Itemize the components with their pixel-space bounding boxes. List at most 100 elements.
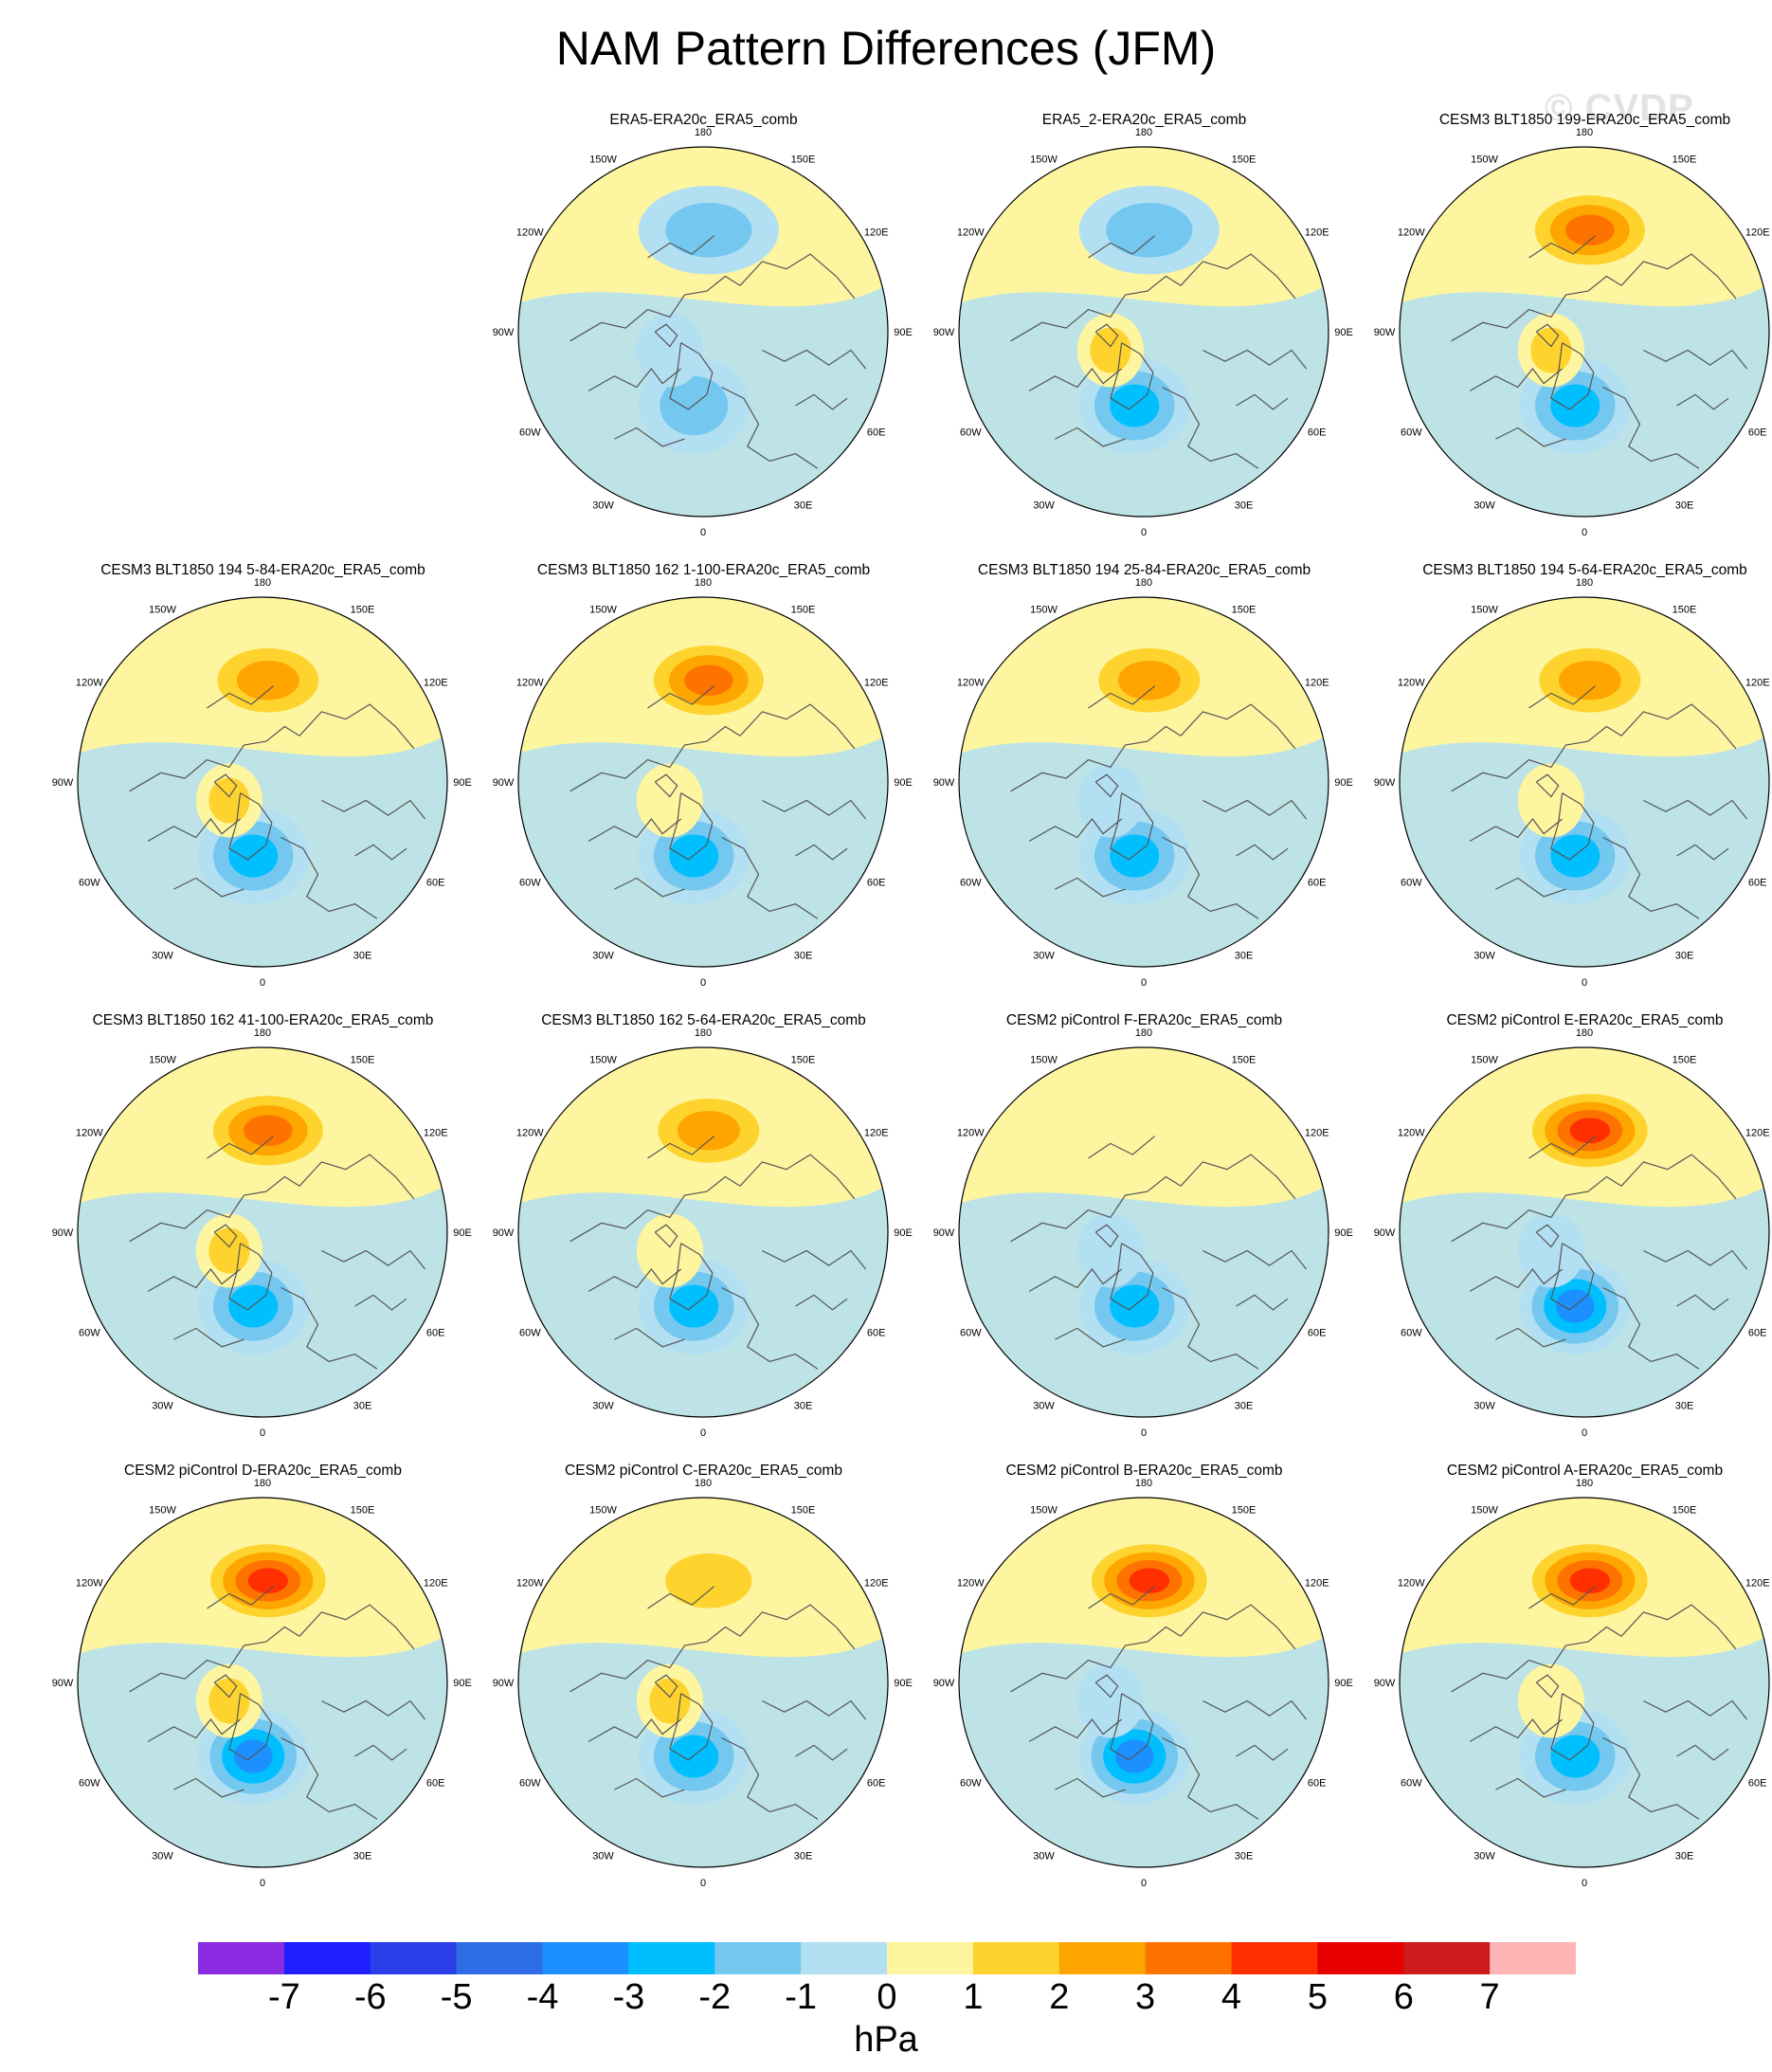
coastline [1550,1693,1595,1761]
colorbar-swatch [456,1942,544,1974]
contour-atlantic_center [228,1284,279,1328]
longitude-label: 150E [791,154,816,165]
longitude-label: 30W [1033,951,1055,962]
map-rim [958,596,1329,968]
colorbar-swatch [972,1942,1060,1974]
longitude-label: 120W [957,678,985,689]
polar-map: 180 150E 120E 90E 60E 30E 0 30W 60W 90W 120W 150W [52,577,472,989]
longitude-label: 30W [152,1401,173,1412]
longitude-label: 150W [1471,154,1498,165]
contour-arctic_center [1517,763,1584,838]
colorbar-swatch [714,1942,802,1974]
coastline [1550,1243,1595,1311]
longitude-label: 90W [1374,1678,1396,1689]
polar-map: 180 150E 120E 90E 60E 30E 0 30W 60W 90W 120W 150W [933,577,1353,989]
map-panel: CESM2 piControl A-ERA20c_ERA5_comb 180 150… [1365,1463,1772,1913]
longitude-label: 90W [52,777,74,789]
coastline [654,323,678,348]
longitude-label: 120E [1745,678,1770,689]
longitude-label: 120E [1305,1578,1329,1590]
coastline [1010,275,1182,342]
longitude-label: 60W [960,1328,982,1339]
contour-arctic_center [1517,1213,1584,1288]
longitude-label: 0 [1582,1427,1587,1439]
longitude-label: 90E [894,1227,913,1239]
coastline [669,1693,714,1761]
longitude-label: 90W [493,1227,515,1239]
coastline [654,1224,678,1248]
coastline [570,1175,741,1243]
panel-title: CESM2 piControl A-ERA20c_ERA5_comb [1446,1463,1724,1479]
longitude-label: 120W [516,1128,544,1139]
longitude-label: 30W [1033,1401,1055,1412]
longitude-label: 60E [426,878,445,889]
longitude-label: 180 [1576,1478,1593,1489]
longitude-label: 150W [1471,604,1498,615]
longitude-label: 60W [1401,1328,1422,1339]
coastline [1550,342,1595,410]
colorbar-swatch [542,1942,629,1974]
longitude-label: 150W [589,1054,617,1065]
map-rim [517,146,889,518]
longitude-label: 120E [1305,1128,1329,1139]
longitude-label: 90E [1334,1678,1353,1689]
panel-title: CESM3 BLT1850 194 5-84-ERA20c_ERA5_comb [100,562,425,578]
panel-title: CESM3 BLT1850 162 41-100-ERA20c_ERA5_com… [92,1012,434,1028]
coastline [354,1744,407,1761]
polar-map: 180 150E 120E 90E 60E 30E 0 30W 60W 90W 120W 150W [493,577,913,989]
coastline [588,818,681,842]
longitude-label: 150E [1232,604,1257,615]
contour-arctic_center [649,1678,691,1724]
coastline [1620,703,1737,750]
coastline [1528,235,1597,259]
longitude-label: 180 [695,127,712,138]
longitude-label: 30E [1235,1851,1254,1863]
coastline [739,703,856,750]
colorbar-tick: 0 [877,1977,897,2017]
coastline [298,703,415,750]
coastline [1495,877,1566,898]
longitude-label: 60E [867,427,886,439]
contour-pacific_center [1565,214,1615,246]
longitude-label: 120W [516,678,544,689]
polar-map: 180 150E 120E 90E 60E 30E 0 30W 60W 90W 120W 150W [493,127,913,538]
longitude-label: 120W [76,678,103,689]
coastline [1110,1693,1154,1761]
longitude-label: 150W [589,604,617,615]
coastline [280,1286,378,1370]
longitude-label: 150E [1673,604,1697,615]
longitude-label: 150W [1030,1054,1058,1065]
longitude-label: 90W [1374,1227,1396,1239]
panel-title: CESM2 piControl C-ERA20c_ERA5_comb [565,1463,842,1479]
coastline [654,773,678,798]
longitude-label: 0 [700,527,706,538]
coastline [1469,1718,1563,1742]
longitude-label: 0 [1141,527,1147,538]
longitude-label: 30W [152,951,173,962]
coastline [1495,1777,1566,1798]
longitude-label: 60E [426,1778,445,1790]
map-rim [77,1046,448,1418]
longitude-label: 90W [933,327,955,338]
colorbar-tick: 6 [1393,1977,1414,2017]
map-panel: CESM3 BLT1850 162 5-64-ERA20c_ERA5_comb 1… [483,1012,924,1463]
longitude-label: 120W [516,227,544,239]
coastline [1236,1294,1289,1311]
coastline [1180,253,1296,300]
longitude-label: 30E [1235,500,1254,512]
coastline [1088,1586,1156,1609]
coastline [298,1154,415,1200]
colorbar-tick: -1 [785,1977,817,2017]
longitude-label: 180 [1135,1478,1152,1489]
longitude-label: 180 [1135,127,1152,138]
longitude-label: 150W [1471,1054,1498,1065]
longitude-label: 150W [1030,604,1058,615]
coastline [721,836,819,919]
longitude-label: 120E [864,1578,889,1590]
longitude-label: 150W [1030,154,1058,165]
coastline [1535,1674,1560,1699]
contour-atlantic_center [1110,1284,1160,1328]
longitude-label: 90W [493,1678,515,1689]
longitude-label: 30E [1675,1401,1694,1412]
coastline [647,1586,715,1609]
